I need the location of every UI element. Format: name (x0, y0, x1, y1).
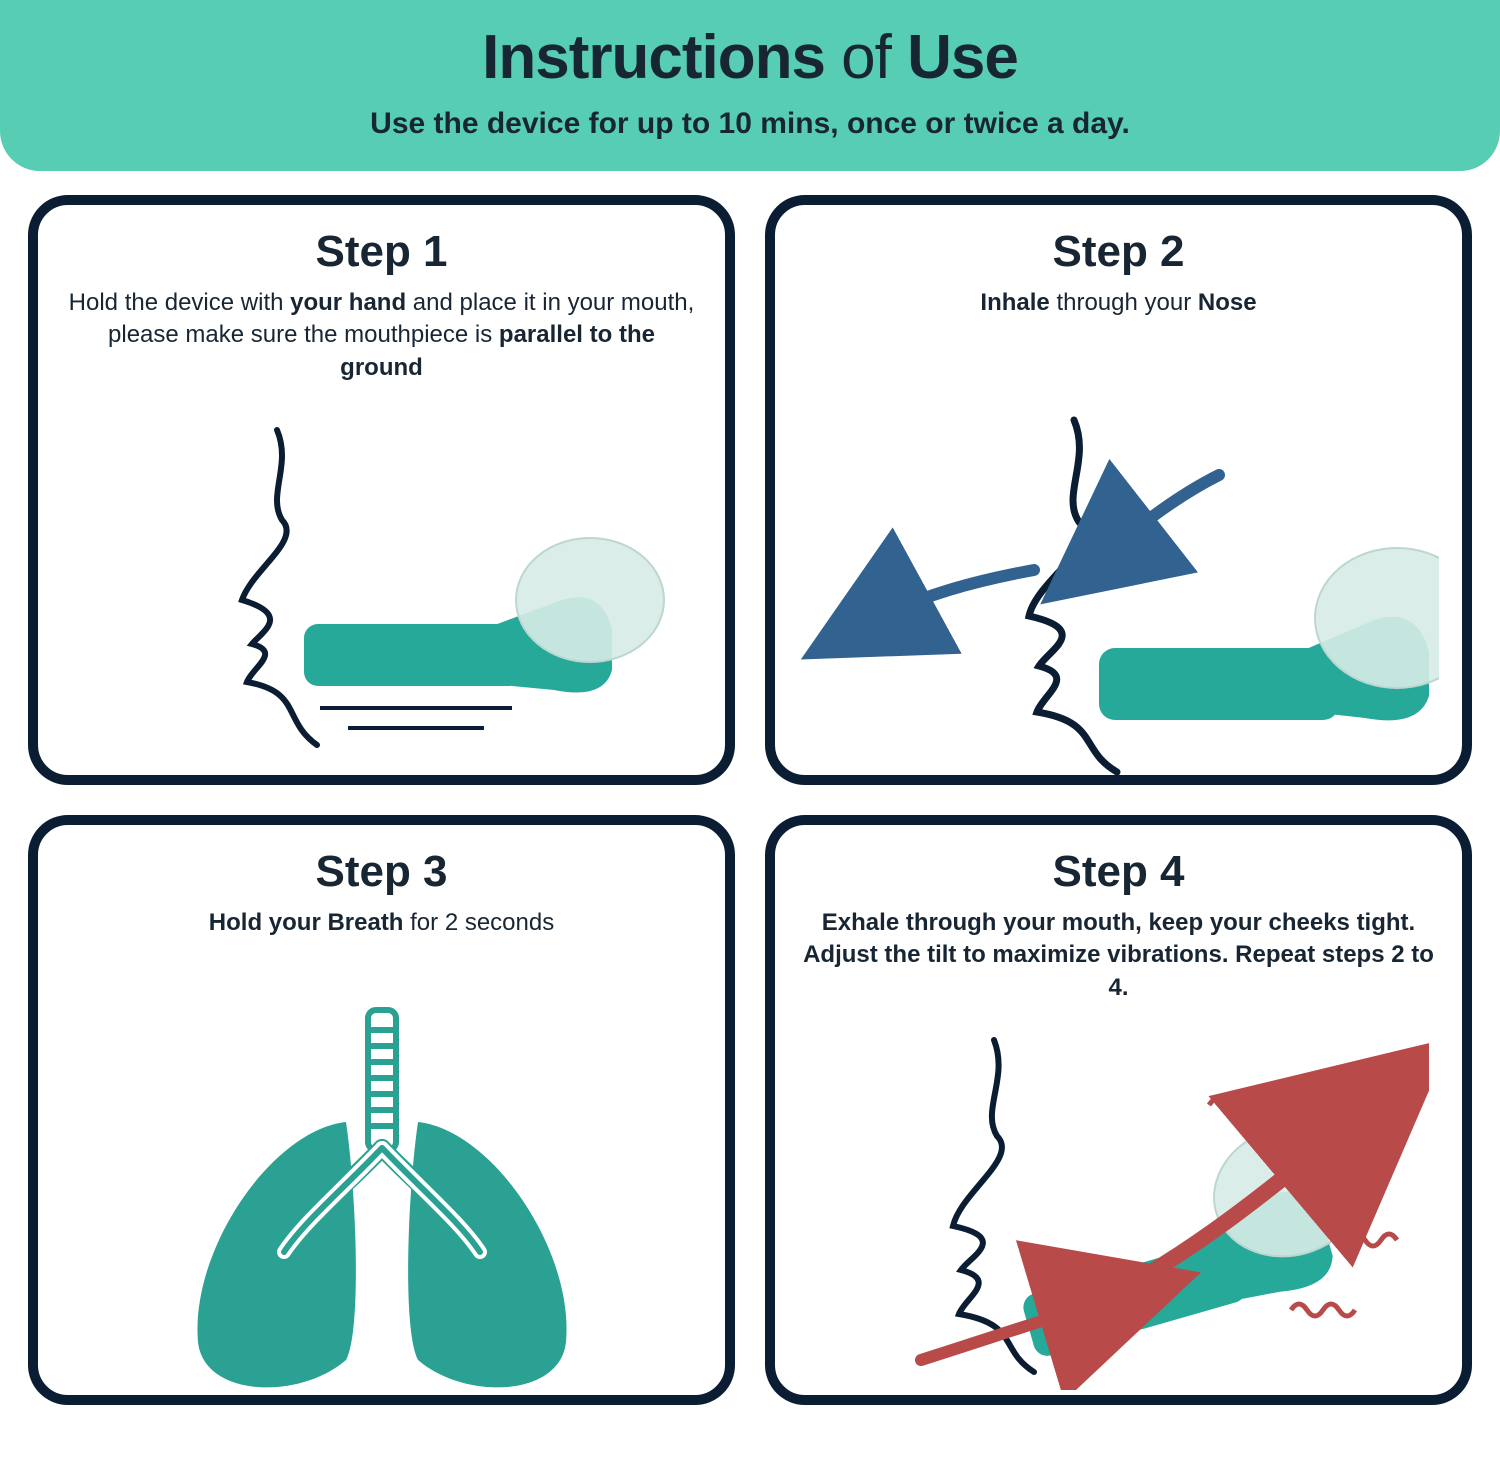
header-subtitle: Use the device for up to 10 mins, once o… (20, 107, 1480, 141)
step-1-body: Hold the device with your hand and place… (66, 287, 697, 384)
profile-inhale-icon (799, 380, 1439, 780)
step-1-title: Step 1 (66, 227, 697, 277)
step-2-panel: Step 2 Inhale through your Nose (765, 195, 1472, 785)
lungs-icon (142, 990, 622, 1405)
step-3-body: Hold your Breath for 2 seconds (66, 907, 697, 939)
step-4-body: Exhale through your mouth, keep your che… (803, 907, 1434, 1004)
step-4-illustration (775, 1025, 1462, 1375)
step-3-illustration (38, 1025, 725, 1375)
header-title: Instructions of Use (20, 22, 1480, 93)
step-4-panel: Step 4 Exhale through your mouth, keep y… (765, 815, 1472, 1405)
step-1-panel: Step 1 Hold the device with your hand an… (28, 195, 735, 785)
header-banner: Instructions of Use Use the device for u… (0, 0, 1500, 171)
step-3-title: Step 3 (66, 847, 697, 897)
steps-grid: Step 1 Hold the device with your hand an… (0, 195, 1500, 1433)
profile-device-level-icon (92, 400, 672, 760)
step-1-illustration (38, 405, 725, 755)
title-word-1: Instructions (482, 23, 825, 92)
step-4-title: Step 4 (803, 847, 1434, 897)
step-2-body: Inhale through your Nose (803, 287, 1434, 319)
profile-exhale-icon (809, 1010, 1429, 1390)
title-word-of: of (825, 23, 907, 92)
step-2-illustration (775, 405, 1462, 755)
title-word-2: Use (907, 23, 1018, 92)
step-2-title: Step 2 (803, 227, 1434, 277)
step-3-panel: Step 3 Hold your Breath for 2 seconds (28, 815, 735, 1405)
